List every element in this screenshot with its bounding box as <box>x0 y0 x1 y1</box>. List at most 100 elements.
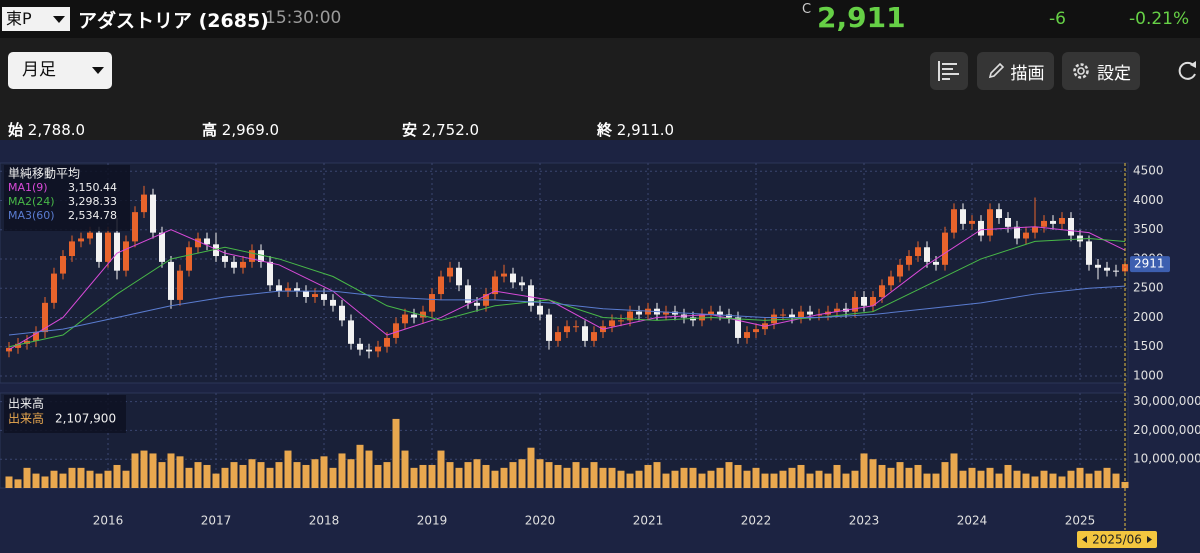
ohlc-label: 安 <box>402 121 418 139</box>
candle-body <box>852 296 858 312</box>
y-tick-label: 3500 <box>1133 222 1164 236</box>
candle-body <box>519 282 525 286</box>
candle-body <box>969 220 975 224</box>
volume-bar <box>320 456 328 488</box>
volume-bar <box>140 450 148 488</box>
candle-body <box>1005 218 1011 227</box>
candle-body <box>1050 220 1056 224</box>
volume-bar <box>608 467 616 488</box>
candle-body <box>1086 241 1092 265</box>
candle-body <box>537 305 543 315</box>
candle-body <box>951 209 957 233</box>
candle-body <box>1059 218 1065 224</box>
volume-bar <box>392 418 400 488</box>
volume-bar <box>734 464 742 488</box>
x-tick-label: 2024 <box>957 514 988 528</box>
volume-bar <box>824 473 832 488</box>
volume-bar <box>743 470 751 488</box>
x-tick-label: 2025 <box>1065 514 1096 528</box>
ohlc-value: 2,788.0 <box>27 121 86 139</box>
volume-bar <box>113 464 121 488</box>
volume-bar <box>662 473 670 488</box>
x-tick-label: 2021 <box>633 514 664 528</box>
volume-bar <box>491 470 499 488</box>
ohlc-low: 安 2,752.0 <box>402 119 479 140</box>
volume-bar <box>941 462 949 488</box>
volume-bar <box>509 462 517 488</box>
dropdown-icon <box>53 16 65 23</box>
candle-body <box>447 267 453 277</box>
volume-bar <box>527 447 535 488</box>
legend-name: MA2(24) <box>8 195 55 208</box>
cursor-label: 2025/06 <box>1092 533 1142 547</box>
candle-body <box>573 326 579 328</box>
volume-bar <box>896 462 904 488</box>
volume-bar <box>194 462 202 488</box>
refresh-button[interactable] <box>1177 60 1199 82</box>
candle-body <box>294 288 300 292</box>
candle-body <box>15 343 21 348</box>
candle-body <box>330 299 336 306</box>
volume-bar <box>50 470 58 488</box>
candle-body <box>249 250 255 262</box>
period-select[interactable]: 月足 <box>8 52 112 89</box>
market-select[interactable]: 東P <box>2 7 70 31</box>
candle-body <box>357 343 363 350</box>
candle-body <box>1041 220 1047 227</box>
volume-bar <box>725 462 733 488</box>
y-tick-label: 10,000,000 <box>1133 452 1200 466</box>
candle-body <box>33 332 39 341</box>
volume-bar <box>203 464 211 488</box>
candle-body <box>177 270 183 300</box>
volume-bar <box>383 462 391 488</box>
volume-bar <box>932 473 940 488</box>
x-tick-label: 2016 <box>93 514 124 528</box>
candle-body <box>195 238 201 248</box>
candle-body <box>798 311 804 318</box>
volume-bar <box>1085 473 1093 488</box>
volume-bar <box>77 467 85 488</box>
candle-body <box>438 276 444 295</box>
volume-bar <box>779 470 787 488</box>
volume-bar <box>95 473 103 488</box>
legend-name: 出来高 <box>8 412 44 426</box>
ohlc-close: 終 2,911.0 <box>597 119 674 140</box>
x-tick-label: 2022 <box>741 514 772 528</box>
candle-body <box>888 276 894 286</box>
volume-bar <box>1040 470 1048 488</box>
x-tick-label: 2018 <box>309 514 340 528</box>
candle-body <box>861 296 867 306</box>
candle-body <box>348 320 354 344</box>
x-tick-label: 2017 <box>201 514 232 528</box>
ohlc-value: 2,752.0 <box>421 121 480 139</box>
price: 2,911 <box>817 1 906 34</box>
volume-bar <box>401 450 409 488</box>
candle-body <box>717 311 723 315</box>
volume-bar <box>545 462 553 488</box>
candle-body <box>834 308 840 312</box>
volume-bar <box>1013 470 1021 488</box>
volume-bar <box>536 459 544 488</box>
volume-bar <box>446 462 454 488</box>
volume-bar <box>1004 464 1012 488</box>
volume-bar <box>32 473 40 488</box>
settings-button[interactable]: 設定 <box>1062 52 1140 90</box>
volume-bar <box>293 462 301 488</box>
cursor-box <box>1077 531 1157 548</box>
volume-bar <box>1112 473 1120 488</box>
candle-body <box>555 332 561 341</box>
candle-body <box>69 241 75 257</box>
volume-bar <box>473 459 481 488</box>
x-tick-label: 2020 <box>525 514 556 528</box>
draw-button[interactable]: 描画 <box>977 52 1054 90</box>
y-tick-label: 20,000,000 <box>1133 423 1200 437</box>
candle-body <box>366 349 372 352</box>
volume-bar <box>302 464 310 488</box>
candle-body <box>420 311 426 318</box>
volume-bar <box>617 470 625 488</box>
volume-bar <box>770 473 778 488</box>
indicator-button[interactable] <box>930 52 968 90</box>
candle-body <box>78 238 84 242</box>
y-tick-label: 1000 <box>1133 368 1164 382</box>
volume-bar <box>1067 470 1075 488</box>
